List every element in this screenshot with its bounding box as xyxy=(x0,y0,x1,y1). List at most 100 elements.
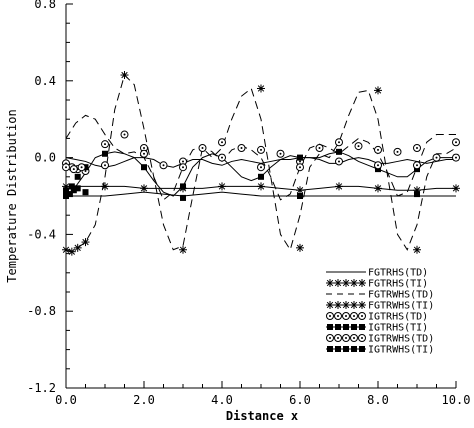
series-fgtrwhs-ti-marker xyxy=(73,243,82,252)
series-igtrhs-ti-marker xyxy=(297,154,303,161)
series-igtrhs-ti-marker xyxy=(180,183,186,190)
legend-marker-sample xyxy=(350,279,358,287)
legend-marker-sample xyxy=(342,301,350,309)
legend-marker-sample xyxy=(326,301,334,309)
legend-marker-sample xyxy=(343,324,349,330)
legend-marker-sample xyxy=(334,334,342,342)
series-igtrhs-ti-marker xyxy=(102,150,108,157)
series-igtrwhs-ti-marker xyxy=(297,193,303,199)
x-tick-labels: 0.0 2.0 4.0 6.0 8.0 10.0 xyxy=(55,393,470,407)
series-fgtrwhs-ti-marker xyxy=(374,86,382,95)
y-tick-label: -0.4 xyxy=(27,227,56,241)
legend-marker-sample xyxy=(326,279,334,287)
legend-label: IGTRHS(TD) xyxy=(368,312,428,323)
legend-marker-sample xyxy=(350,334,358,342)
series-igtrwhs-td-marker xyxy=(101,161,109,170)
series-igtrwhs-td-marker xyxy=(179,163,187,172)
legend-marker-sample xyxy=(342,334,350,342)
y-tick-labels: 0.8 0.4 0.0 -0.4 -0.8 -1.2 xyxy=(27,0,56,395)
legend-marker-sample xyxy=(334,279,342,287)
legend-marker-sample xyxy=(359,346,365,352)
series-igtrhs-td-marker xyxy=(159,161,168,170)
legend-entry: IGTRWHS(TI) xyxy=(326,345,434,356)
series-fgtrhs-ti-marker xyxy=(218,182,226,191)
series-igtrhs-td-marker xyxy=(218,138,226,147)
series-igtrwhs-ti-line xyxy=(66,191,456,197)
legend-entry: FGTRWHS(TD) xyxy=(326,290,434,301)
legend-marker-sample xyxy=(343,346,349,352)
y-tick-label: 0.8 xyxy=(34,0,56,11)
series-fgtrwhs-ti-marker xyxy=(257,84,265,93)
legend-marker-sample xyxy=(334,301,342,309)
legend-marker-sample xyxy=(342,279,350,287)
y-axis-label: Temperature Distribution xyxy=(5,109,19,282)
series-igtrwhs-ti-marker xyxy=(180,194,186,201)
legend-marker-sample xyxy=(342,312,350,320)
series-fgtrhs-ti-marker xyxy=(140,184,148,193)
legend-label: FGTRHS(TI) xyxy=(368,279,428,290)
series-igtrwhs-ti-marker xyxy=(82,189,89,196)
legend-marker-sample xyxy=(358,312,366,320)
series-igtrwhs-td-marker xyxy=(374,161,382,170)
series-igtrhs-td-marker xyxy=(393,147,402,156)
series-igtrhs-ti-marker xyxy=(74,173,81,180)
series-fgtrwhs-ti-line xyxy=(66,74,456,253)
legend-marker-sample xyxy=(335,346,341,352)
legend-label: FGTRHS(TD) xyxy=(368,268,428,279)
series-igtrwhs-td-marker xyxy=(140,149,148,158)
legend-entry: FGTRHS(TD) xyxy=(326,268,428,279)
series-fgtrhs-ti-marker xyxy=(296,186,304,195)
series-igtrhs-td-marker xyxy=(257,145,265,154)
series-fgtrwhs-ti-marker xyxy=(179,245,187,254)
y-tick-label: 0.4 xyxy=(34,74,56,88)
series-igtrwhs-ti-marker xyxy=(70,187,77,194)
legend-label: IGTRHS(TI) xyxy=(368,323,428,334)
series-igtrhs-ti-marker xyxy=(336,148,342,155)
y-tick-label: -0.8 xyxy=(27,304,56,318)
legend-label: IGTRWHS(TD) xyxy=(368,334,434,345)
series-igtrhs-td-marker xyxy=(120,130,129,139)
series-fgtrwhs-ti-marker xyxy=(120,71,129,80)
series-igtrhs-td-marker xyxy=(237,144,246,152)
legend-marker-sample xyxy=(358,334,366,342)
series-igtrhs-td-marker xyxy=(452,138,460,147)
series-fgtrwhs-ti-marker xyxy=(67,247,76,256)
series-fgtrhs-ti-marker xyxy=(101,182,109,191)
legend-entry: FGTRHS(TI) xyxy=(326,279,428,290)
series-igtrhs-ti-marker xyxy=(68,183,75,190)
x-tick-label: 2.0 xyxy=(133,393,155,407)
series-fgtrwhs-ti-marker xyxy=(413,245,421,254)
legend-marker-sample xyxy=(335,324,341,330)
legend-marker-sample xyxy=(326,334,334,342)
x-tick-label: 6.0 xyxy=(289,393,311,407)
legend-marker-sample xyxy=(334,312,342,320)
x-tick-label: 0.0 xyxy=(55,393,77,407)
series-igtrwhs-ti-marker xyxy=(414,191,420,198)
series-fgtrwhs-td-line xyxy=(66,114,456,201)
legend-entry: FGTRWHS(TI) xyxy=(326,301,434,312)
legend-entry: IGTRWHS(TD) xyxy=(326,334,434,345)
series-igtrwhs-td-marker xyxy=(296,163,304,172)
x-tick-label: 8.0 xyxy=(367,393,389,407)
series-igtrhs-td-marker xyxy=(413,144,421,152)
series-igtrhs-td-marker xyxy=(315,144,324,152)
legend-marker-sample xyxy=(359,324,365,330)
series-igtrhs-ti-marker xyxy=(141,164,147,171)
legend: FGTRHS(TD)FGTRHS(TI)FGTRWHS(TD)FGTRWHS(T… xyxy=(326,268,434,356)
series-igtrwhs-ti-marker xyxy=(63,193,69,199)
legend-marker-sample xyxy=(326,312,334,320)
series-igtrhs-td-marker xyxy=(276,149,285,158)
legend-label: IGTRWHS(TI) xyxy=(368,345,434,356)
series-fgtrhs-ti-marker xyxy=(335,182,343,191)
series-igtrhs-td-marker xyxy=(432,153,441,162)
series-fgtrwhs-ti-marker xyxy=(81,238,90,247)
series-igtrhs-td-marker xyxy=(354,142,363,151)
series-igtrhs-td-marker xyxy=(101,140,109,149)
series-igtrwhs-td-marker xyxy=(413,161,421,170)
legend-entry: IGTRHS(TD) xyxy=(326,312,428,323)
x-axis-label: Distance x xyxy=(226,409,298,423)
series-igtrwhs-td-marker xyxy=(77,163,86,172)
legend-marker-sample xyxy=(351,324,357,330)
series-igtrhs-ti-marker xyxy=(258,173,264,180)
